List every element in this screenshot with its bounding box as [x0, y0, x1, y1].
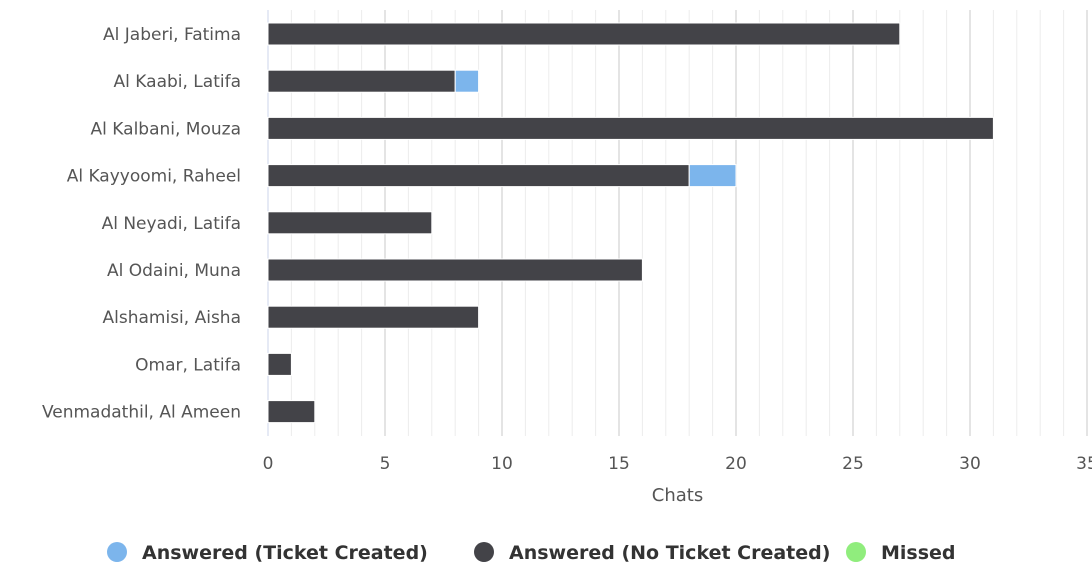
category-label: Al Kalbani, Mouza: [91, 119, 241, 139]
x-tick-label: 5: [380, 454, 391, 474]
bar-segment[interactable]: [267, 22, 901, 46]
category-label: Al Neyadi, Latifa: [102, 214, 241, 234]
legend-label: Missed: [881, 542, 956, 564]
bar-segment[interactable]: [267, 116, 994, 140]
category-label: Al Jaberi, Fatima: [103, 25, 241, 45]
category-label: Alshamisi, Aisha: [103, 308, 241, 328]
category-label: Al Kayyoomi, Raheel: [67, 167, 241, 187]
bar-segment[interactable]: [267, 400, 316, 424]
category-label: Omar, Latifa: [135, 355, 241, 375]
bar-segment[interactable]: [267, 69, 456, 93]
bar-segment[interactable]: [688, 164, 737, 188]
bar-segment[interactable]: [454, 69, 480, 93]
category-label: Al Kaabi, Latifa: [114, 72, 241, 92]
category-labels: Al Jaberi, Fatima Al Kaabi, Latifa Al Kalb…: [42, 25, 241, 423]
legend-label: Answered (No Ticket Created): [509, 542, 830, 564]
x-tick-label: 35: [1076, 454, 1092, 474]
x-tick-label: 20: [725, 454, 747, 474]
legend-marker-icon: [846, 542, 866, 562]
bar-segment[interactable]: [267, 164, 690, 188]
category-label: Venmadathil, Al Ameen: [42, 403, 241, 423]
legend-item[interactable]: Answered (Ticket Created): [107, 542, 428, 564]
x-tick-label: 15: [608, 454, 630, 474]
bar-segment[interactable]: [267, 352, 292, 376]
bars: [267, 22, 994, 424]
legend-marker-icon: [474, 542, 494, 562]
legend-item[interactable]: Missed: [846, 542, 956, 564]
bar-segment[interactable]: [267, 258, 643, 282]
category-label: Al Odaini, Muna: [107, 261, 241, 281]
bar-segment[interactable]: [267, 305, 480, 329]
legend-item[interactable]: Answered (No Ticket Created): [474, 542, 830, 564]
x-tick-label: 25: [842, 454, 864, 474]
x-axis-title: Chats: [652, 485, 703, 506]
x-tick-label: 30: [959, 454, 981, 474]
legend-marker-icon: [107, 542, 127, 562]
bar-segment[interactable]: [267, 211, 433, 235]
x-tick-label: 0: [263, 454, 274, 474]
legend-label: Answered (Ticket Created): [142, 542, 428, 564]
x-tick-label: 10: [491, 454, 513, 474]
legend: Answered (Ticket Created) Answered (No Ti…: [107, 542, 956, 564]
x-tick-labels: 0 5 10 15 20 25 30 35: [263, 454, 1092, 474]
